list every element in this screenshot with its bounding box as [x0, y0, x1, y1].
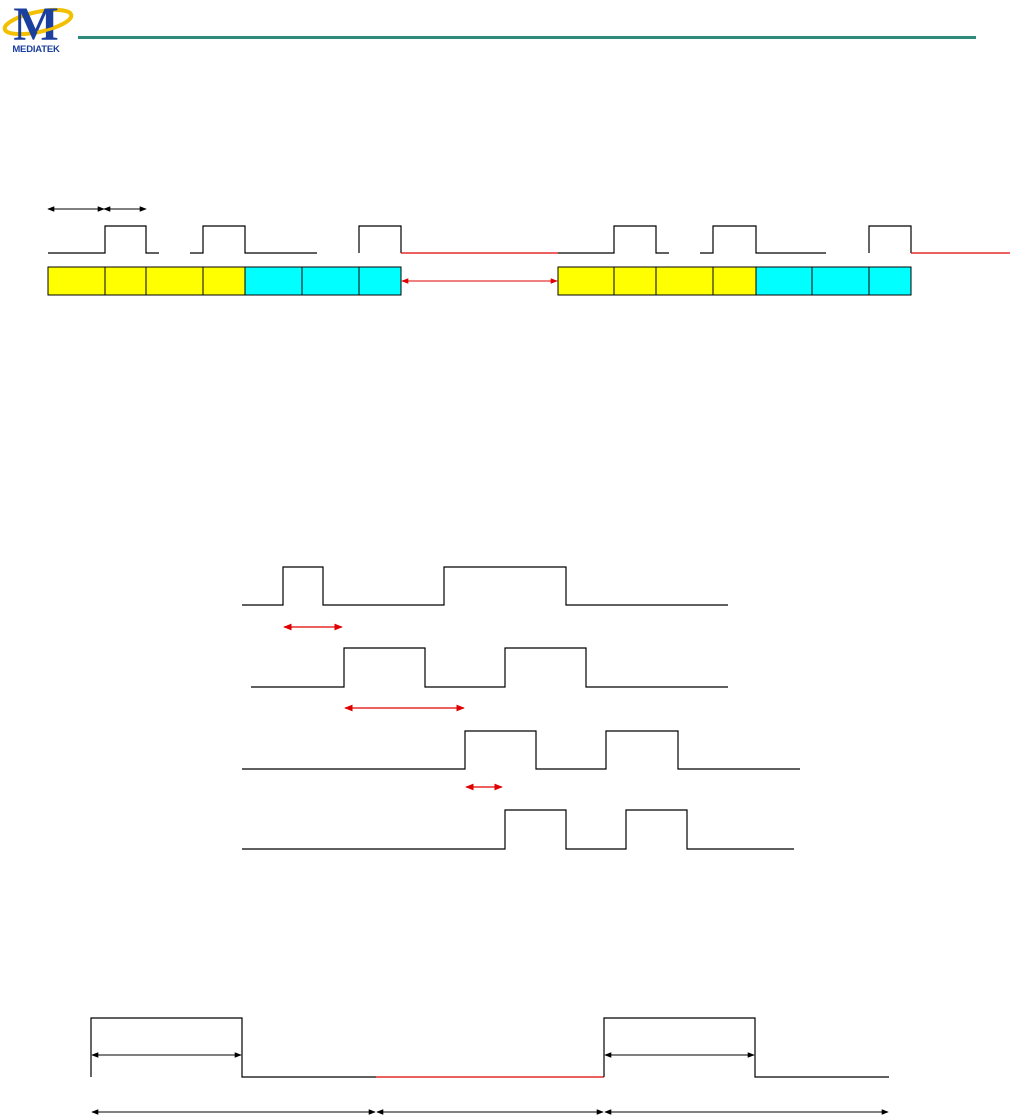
frame-cell [712, 266, 757, 296]
frame-cell [301, 266, 360, 296]
waveform-row-1 [242, 566, 728, 606]
waveform-segment [190, 225, 317, 254]
frame-cell [358, 266, 402, 296]
frame-cell [202, 266, 246, 296]
frame-cell [868, 266, 912, 296]
timing-waveforms-figure [242, 566, 800, 850]
waveform-segment [358, 225, 402, 253]
frame-cell [557, 266, 615, 296]
mediatek-logo-icon: M [2, 0, 74, 51]
waveform-segment [868, 225, 912, 253]
frame-cell [47, 266, 106, 296]
frame-cell [755, 266, 813, 296]
period-waveform [90, 1017, 376, 1078]
period-diagram-figure [90, 1017, 889, 1115]
frame-cell [104, 266, 147, 296]
frame-sequence-figure [47, 206, 1010, 296]
waveform-row-3 [242, 730, 800, 770]
period-waveform [603, 1017, 889, 1078]
frame-cell [244, 266, 303, 296]
frame-cell [811, 266, 870, 296]
frame-cell [145, 266, 204, 296]
waveform-segment [700, 225, 826, 254]
page-header: M MEDIATEK [0, 0, 1011, 70]
frame-cell [613, 266, 657, 296]
waveform-segment [48, 225, 159, 254]
waveform-row-2 [251, 647, 728, 688]
waveform-segment [558, 225, 669, 254]
header-rule [78, 36, 976, 39]
svg-text:M: M [13, 0, 58, 51]
logo-wordmark: MEDIATEK [12, 44, 60, 55]
frame-cell [655, 266, 714, 296]
waveform-row-4 [242, 809, 794, 850]
